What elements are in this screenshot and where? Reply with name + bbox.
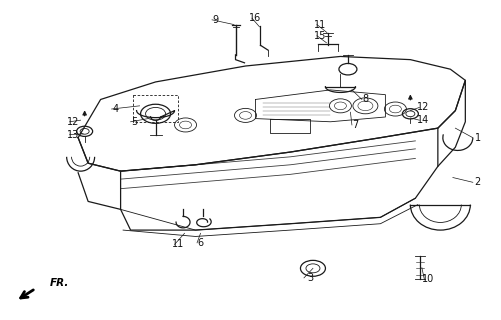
Text: 2: 2 — [475, 177, 481, 187]
Text: 11: 11 — [172, 239, 184, 249]
Text: 14: 14 — [417, 115, 429, 125]
Text: FR.: FR. — [50, 278, 69, 288]
Text: 11: 11 — [314, 20, 327, 29]
Text: 3: 3 — [308, 273, 314, 283]
Text: 15: 15 — [314, 31, 327, 41]
Text: 9: 9 — [212, 15, 218, 25]
Text: 16: 16 — [249, 13, 262, 23]
Text: 5: 5 — [131, 117, 138, 127]
Text: 13: 13 — [67, 130, 79, 140]
Text: 10: 10 — [422, 275, 434, 284]
Text: 12: 12 — [417, 102, 429, 112]
Text: 12: 12 — [67, 117, 79, 127]
Text: 8: 8 — [362, 94, 368, 104]
Text: 4: 4 — [113, 104, 119, 114]
Text: 1: 1 — [475, 133, 481, 143]
Text: 6: 6 — [197, 238, 203, 248]
Text: 7: 7 — [352, 120, 359, 130]
